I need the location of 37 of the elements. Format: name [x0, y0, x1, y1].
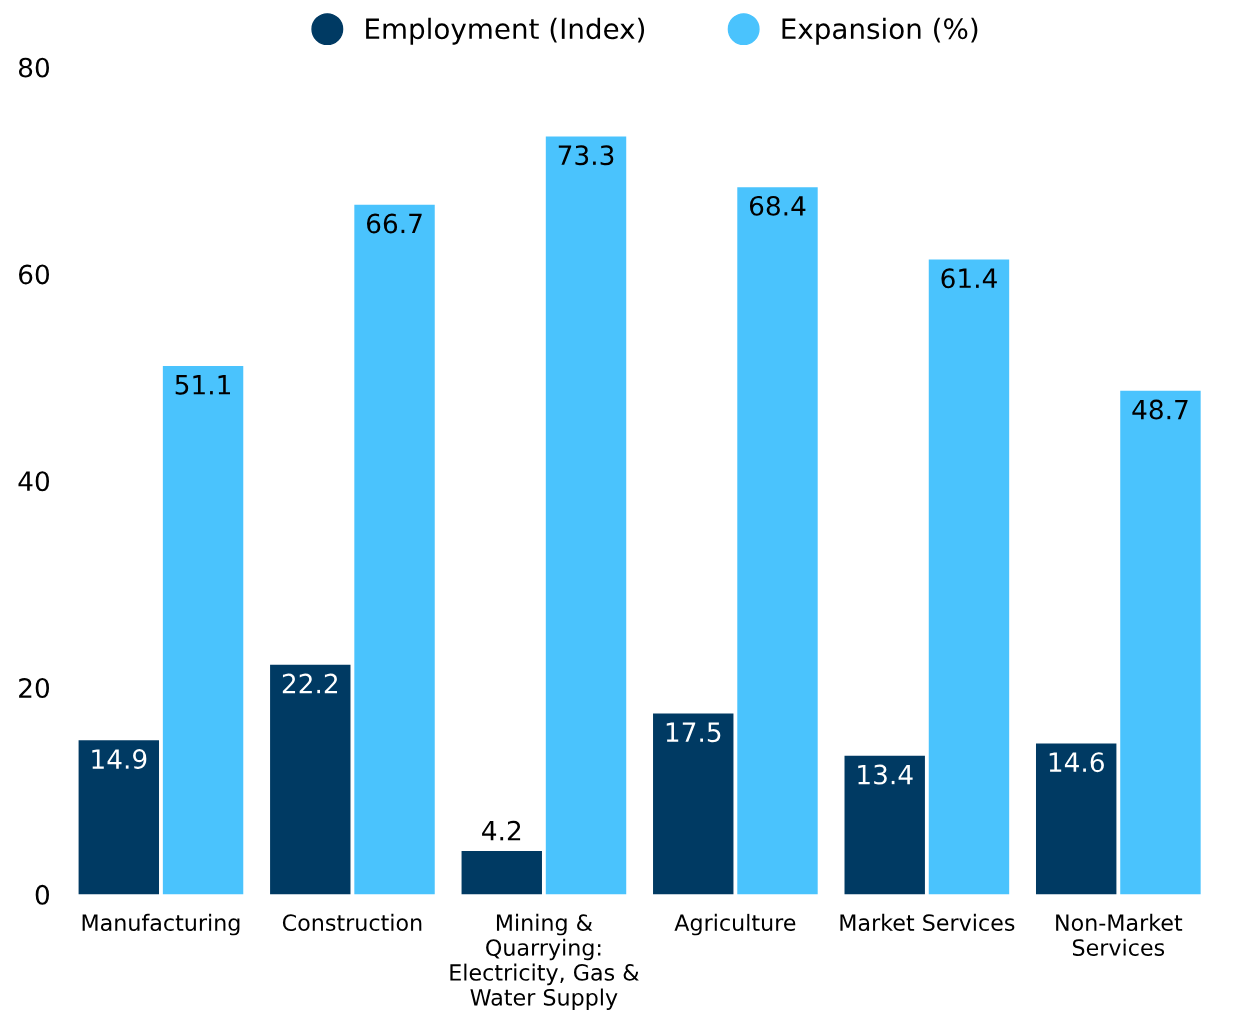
data-label: 68.4	[749, 195, 806, 216]
bar	[461, 850, 542, 895]
bar	[545, 136, 627, 895]
data-label: 66.7	[367, 213, 422, 234]
bar	[653, 713, 734, 895]
data-label: 4.2	[482, 820, 521, 841]
x-tick-label: Manufacturing	[82, 913, 240, 936]
bar	[78, 740, 160, 895]
bar	[270, 664, 351, 895]
x-tick-label: Market Services	[840, 913, 1015, 932]
y-tick-label: 40	[18, 471, 50, 492]
y-tick-label: 80	[18, 57, 50, 78]
bar	[928, 259, 1010, 895]
y-tick-label: 60	[19, 264, 50, 285]
y-tick-label: 0	[35, 884, 50, 905]
bar	[844, 755, 925, 895]
y-tick-label: 20	[19, 678, 50, 699]
bar	[1035, 743, 1117, 895]
data-label: 13.4	[858, 764, 913, 785]
data-label: 14.6	[1049, 752, 1104, 773]
x-tick-label: Mining & Quarrying: Electricity, Gas & Water Supply	[450, 913, 639, 1011]
x-tick-label: Agriculture	[674, 913, 796, 936]
data-label: 17.5	[666, 722, 721, 743]
data-label: 14.9	[92, 749, 147, 770]
data-label: 51.1	[175, 375, 230, 395]
data-label: 48.7	[1132, 399, 1188, 420]
legend-label: Expansion (%)	[782, 17, 978, 45]
bar	[1120, 390, 1201, 895]
data-label: 61.4	[941, 268, 997, 289]
bar	[162, 366, 244, 895]
data-label: 22.2	[282, 673, 338, 694]
bar	[354, 204, 435, 895]
bar	[737, 187, 818, 895]
legend-label: Employment (Index)	[366, 17, 645, 45]
x-tick-label: Construction	[282, 913, 422, 932]
x-tick-label: Non-Market Services	[1056, 913, 1183, 956]
data-label: 73.3	[558, 145, 614, 166]
